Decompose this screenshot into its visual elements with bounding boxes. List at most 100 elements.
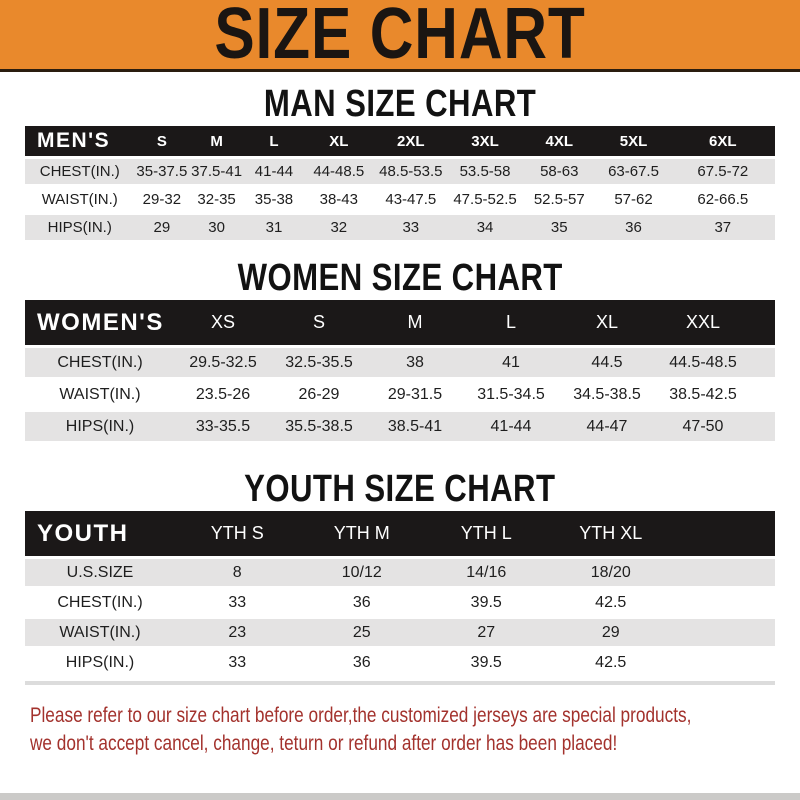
disclaimer: Please refer to our size chart before or… <box>0 702 800 758</box>
table-row: CHEST(IN.) 29.5-32.5 32.5-35.5 38 41 44.5 44.5… <box>25 348 775 377</box>
table-title-cell: YOUTH <box>25 511 175 556</box>
size-cell: 38 <box>367 348 463 377</box>
row-label: CHEST(IN.) <box>57 593 143 611</box>
size-cell: 38.5-41 <box>367 412 463 441</box>
column-header: XL <box>559 300 655 345</box>
column-header: YTH L <box>424 511 549 556</box>
women-section-heading-text: WOMEN SIZE CHART <box>237 257 563 299</box>
size-cell: 25 <box>299 619 424 646</box>
row-label: U.S.SIZE <box>25 559 175 586</box>
column-header: M <box>367 300 463 345</box>
youth-section-heading-text: YOUTH SIZE CHART <box>244 468 556 510</box>
size-cell: 36 <box>352 593 371 611</box>
column-header: L <box>463 300 559 345</box>
disclaimer-line-1: Please refer to our size chart before or… <box>30 704 692 727</box>
size-cell: 34.5-38.5 <box>573 385 641 403</box>
column-header: S <box>134 126 190 156</box>
table-row: HIPS(IN.) 29 30 31 32 33 34 35 36 37 <box>25 215 775 240</box>
size-cell: 47.5-52.5 <box>453 191 517 208</box>
size-cell: 58-63 <box>522 159 597 184</box>
women-section-heading: WOMEN SIZE CHART <box>0 259 800 297</box>
column-header: S <box>271 300 367 345</box>
size-cell: 44-47 <box>559 412 655 441</box>
size-cell: 44.5 <box>559 348 655 377</box>
table-row: U.S.SIZE 8 10/12 14/16 18/20 <box>25 559 775 586</box>
column-header: XL <box>303 126 374 156</box>
size-cell: 35-38 <box>254 191 294 208</box>
disclaimer-line-2: we don't accept cancel, change, teturn o… <box>30 732 618 755</box>
column-header: XS <box>175 300 271 345</box>
size-cell: 33 <box>373 215 448 240</box>
table-title-cell: WOMEN'S <box>25 300 175 345</box>
size-cell: 39.5 <box>470 653 502 671</box>
size-cell: 44.5-48.5 <box>655 348 751 377</box>
page-bottom-strip <box>0 793 800 800</box>
filler-cell <box>673 649 775 676</box>
size-cell: 37 <box>670 215 775 240</box>
size-cell: 18/20 <box>548 559 673 586</box>
size-cell: 36 <box>596 215 671 240</box>
row-label: HIPS(IN.) <box>25 215 135 240</box>
column-header: 2XL <box>373 126 448 156</box>
filler-cell <box>673 619 775 646</box>
man-section-heading-text: MAN SIZE CHART <box>263 83 537 125</box>
size-cell: 23.5-26 <box>195 385 251 403</box>
size-cell: 32.5-35.5 <box>271 348 367 377</box>
table-row: HIPS(IN.) 33-35.5 35.5-38.5 38.5-41 41-44 44-… <box>25 412 775 441</box>
size-cell: 35 <box>522 215 597 240</box>
table-row: CHEST(IN.) 33 36 39.5 42.5 <box>25 589 775 616</box>
column-header: 3XL <box>447 126 523 156</box>
size-cell: 42.5 <box>595 593 627 611</box>
size-cell: 31.5-34.5 <box>477 385 545 403</box>
table-bottom-strip <box>25 681 775 685</box>
size-cell: 41-44 <box>463 412 559 441</box>
table-header-row: YOUTH YTH S YTH M YTH L YTH XL <box>25 511 775 556</box>
size-cell: 23 <box>175 619 300 646</box>
filler-cell <box>751 412 775 441</box>
size-cell: 36 <box>352 653 371 671</box>
filler-cell <box>751 380 775 409</box>
size-cell: 39.5 <box>470 593 502 611</box>
size-cell: 10/12 <box>299 559 424 586</box>
size-cell: 38-43 <box>319 191 358 208</box>
size-cell: 30 <box>189 215 244 240</box>
banner-title: SIZE CHART <box>214 0 586 74</box>
table-row: HIPS(IN.) 33 36 39.5 42.5 <box>25 649 775 676</box>
size-cell: 47-50 <box>655 412 751 441</box>
size-cell: 48.5-53.5 <box>373 159 448 184</box>
row-label: WAIST(IN.) <box>25 619 175 646</box>
size-cell: 32 <box>303 215 374 240</box>
column-header: M <box>189 126 244 156</box>
filler-cell <box>751 300 775 345</box>
row-label: HIPS(IN.) <box>25 412 175 441</box>
size-cell: 35-37.5 <box>134 159 190 184</box>
column-header: XXL <box>655 300 751 345</box>
table-title-cell: MEN'S <box>25 126 135 156</box>
size-cell: 37.5-41 <box>189 159 244 184</box>
filler-cell <box>673 589 775 616</box>
row-label: WAIST(IN.) <box>59 385 141 403</box>
table-header-row: WOMEN'S XS S M L XL XXL <box>25 300 775 345</box>
mens-size-table: MEN'S S M L XL 2XL 3XL 4XL 5XL 6XL CHEST(IN.) 35-37… <box>25 123 775 243</box>
size-cell: 26-29 <box>298 385 340 403</box>
column-header: 5XL <box>596 126 671 156</box>
size-cell: 63-67.5 <box>596 159 671 184</box>
filler-cell <box>751 348 775 377</box>
row-label: CHEST(IN.) <box>25 348 175 377</box>
size-cell: 44-48.5 <box>303 159 374 184</box>
size-cell: 29-31.5 <box>387 385 443 403</box>
size-cell: 32-35 <box>197 191 236 208</box>
size-cell: 34 <box>447 215 523 240</box>
table-header-row: MEN'S S M L XL 2XL 3XL 4XL 5XL 6XL <box>25 126 775 156</box>
row-label: WAIST(IN.) <box>41 191 118 208</box>
size-cell: 29 <box>548 619 673 646</box>
size-cell: 62-66.5 <box>697 191 749 208</box>
banner: SIZE CHART <box>0 0 800 72</box>
size-cell: 33-35.5 <box>175 412 271 441</box>
womens-size-table: WOMEN'S XS S M L XL XXL CHEST(IN.) 29.5-32.5 32.5… <box>25 297 775 444</box>
youth-section-heading: YOUTH SIZE CHART <box>0 470 800 508</box>
size-cell: 29 <box>134 215 190 240</box>
column-header: L <box>243 126 304 156</box>
youth-size-table: YOUTH YTH S YTH M YTH L YTH XL U.S.SIZE 8 10/12… <box>25 508 775 679</box>
size-cell: 67.5-72 <box>670 159 775 184</box>
